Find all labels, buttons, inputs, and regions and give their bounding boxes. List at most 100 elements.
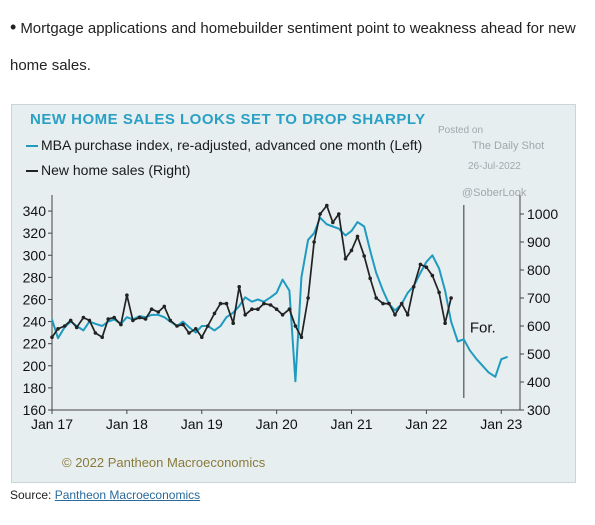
left-tick-label: 320 [23,225,47,241]
series-mba-point [425,261,427,263]
series-home-sales-point [68,318,73,323]
series-home-sales-point [125,293,129,297]
right-tick-label: 500 [527,346,551,362]
series-home-sales-point [162,304,167,309]
series-home-sales-point [93,331,98,335]
series-home-sales-point [143,317,148,321]
legend-sales-swatch [26,170,38,173]
series-mba-point [494,376,496,378]
series-mba-point [356,221,359,223]
series-home-sales-point [343,257,348,261]
series-home-sales-point [168,318,173,323]
series-home-sales-point [206,324,210,328]
series-mba-point [369,250,371,252]
source-line: Source: Pantheon Macroeconomics [10,488,200,502]
intro-sentence: Mortgage applications and homebuilder se… [10,20,576,74]
chart-title: NEW HOME SALES LOOKS SET TO DROP SHARPLY [30,111,426,128]
series-home-sales-point [411,285,416,289]
series-home-sales-point [331,220,335,225]
x-tick-label: Jan 21 [330,416,372,432]
series-mba-point [225,316,228,318]
series-home-sales-point [106,317,110,321]
series-home-sales-point [50,335,54,339]
series-mba-point [326,223,328,225]
left-tick-label: 160 [23,402,47,418]
watermark-posted-on: Posted on [438,125,484,136]
series-home-sales-point [381,301,385,306]
series-mba-point [469,349,471,351]
series-mba-point [431,254,433,256]
series-home-sales-point [449,296,453,300]
series-mba-point [251,301,253,303]
series-mba-point [238,305,240,307]
source-link[interactable]: Pantheon Macroeconomics [54,488,201,502]
series-mba-point [394,309,396,312]
series-home-sales-point [424,265,429,269]
watermark-handle: @SoberLook [462,187,527,199]
series-mba-point [163,316,165,318]
x-tick-label: Jan 22 [405,416,447,432]
right-tick-label: 900 [527,234,551,250]
series-mba-point [276,292,278,294]
chart-plot: 160 180 200 220 240 260 280 300 320 340 300 400 500 6… [23,195,558,432]
series-mba-point [500,358,502,360]
series-mba-point [344,234,347,236]
series-mba-point [213,329,216,331]
series-home-sales-point [393,313,397,317]
series-mba-point [270,296,272,298]
series-mba-point [82,329,84,331]
series-home-sales-point [181,322,185,327]
series-home-sales-point [355,234,360,239]
series-home-sales-point [312,240,316,244]
x-tick-label: Jan 19 [181,416,223,432]
series-mba-point [313,232,315,234]
series-mba-point [463,338,465,340]
series-mba-point [232,312,234,314]
series-mba-point [307,239,309,241]
series-home-sales-point [175,324,179,328]
series-home-sales-point [74,325,79,330]
series-mba-point [506,356,508,358]
series-mba-point [201,325,203,327]
series-home-sales-point [100,335,104,339]
series-home-sales-point [112,315,116,320]
series-mba-point [151,314,153,316]
left-tick-label: 180 [23,380,47,396]
series-home-sales-point [337,212,341,216]
left-tick-label: 300 [23,247,47,263]
series-home-sales-point [224,301,229,306]
left-tick-label: 240 [23,314,47,330]
bullet-icon: • [10,17,17,37]
series-mba-point [195,332,197,334]
series-mba-point [244,296,246,298]
series-home-sales-point [200,335,204,339]
x-tick-label: Jan 20 [256,416,298,432]
legend-sales: New home sales (Right) [26,162,190,178]
series-mba-point [332,225,334,228]
series-mba-point [338,228,340,230]
series-mba-point [444,290,446,292]
left-tick-label: 340 [23,203,47,219]
series-home-sales-point [218,301,223,306]
series-mba-point [188,326,190,328]
series-home-sales-point [268,303,273,307]
chart-panel: NEW HOME SALES LOOKS SET TO DROP SHARPLY… [11,104,576,483]
series-mba-point [375,272,377,274]
series-mba-point [288,290,290,292]
x-tick-label: Jan 17 [31,416,73,432]
series-mba-point [300,276,302,278]
series-home-sales-point [243,313,247,317]
series-mba-point [419,272,421,274]
series-home-sales-point [280,313,285,317]
series-mba-point [101,325,103,327]
series-home-sales-point [325,203,329,208]
series-home-sales-point [256,307,260,311]
legend-sales-label: New home sales (Right) [41,162,191,178]
series-home-sales-point [293,324,298,328]
series-home-sales-point [194,327,198,331]
series-mba-point [350,230,353,232]
series-home-sales-point [362,254,367,258]
series-home-sales-point [437,290,441,295]
series-home-sales-point [231,321,235,325]
series-mba-point [438,267,440,270]
